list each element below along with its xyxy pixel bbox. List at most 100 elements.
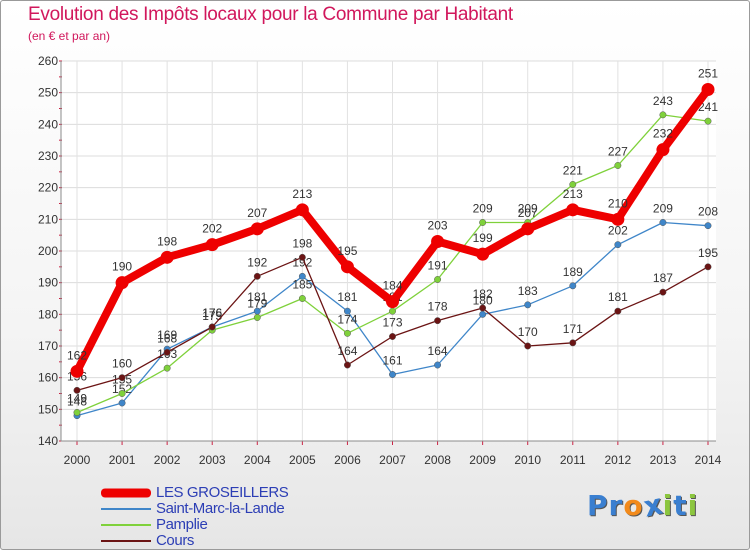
data-label-saint-marc-la-lande: 181 xyxy=(337,290,357,304)
data-point-cours xyxy=(659,288,667,296)
data-label-les-groseillers: 202 xyxy=(202,222,222,236)
data-label-cours: 176 xyxy=(202,306,222,320)
x-tick-label: 2012 xyxy=(605,453,632,467)
data-point-pamplie xyxy=(569,181,577,188)
data-label-saint-marc-la-lande: 161 xyxy=(382,354,402,368)
data-label-cours: 173 xyxy=(382,316,402,330)
y-tick-label: 230 xyxy=(38,149,58,163)
data-label-les-groseillers: 207 xyxy=(247,206,267,220)
data-label-les-groseillers: 232 xyxy=(653,127,673,141)
data-point-saint-marc-la-lande xyxy=(659,219,667,226)
data-label-les-groseillers: 199 xyxy=(473,231,493,245)
y-tick-label: 140 xyxy=(38,434,58,448)
data-label-cours: 192 xyxy=(247,255,267,269)
data-label-les-groseillers: 162 xyxy=(67,348,87,362)
data-label-pamplie: 221 xyxy=(563,164,583,178)
data-point-cours xyxy=(73,386,81,394)
data-label-cours: 187 xyxy=(653,271,673,285)
data-label-pamplie: 227 xyxy=(608,145,628,159)
data-point-les-groseillers xyxy=(115,276,129,290)
data-label-les-groseillers: 203 xyxy=(428,219,448,233)
y-tick-label: 210 xyxy=(38,212,58,226)
x-tick-label: 2014 xyxy=(695,453,722,467)
data-point-saint-marc-la-lande xyxy=(118,399,126,407)
chart-title: Evolution des Impôts locaux pour la Comm… xyxy=(28,4,513,25)
data-label-les-groseillers: 251 xyxy=(698,67,718,81)
chart-legend: LES GROSEILLERS Saint-Marc-la-Lande Pampli… xyxy=(101,484,289,549)
y-tick-label: 190 xyxy=(38,276,58,290)
data-label-les-groseillers: 213 xyxy=(563,187,583,201)
data-point-saint-marc-la-lande xyxy=(614,241,622,249)
data-point-cours xyxy=(208,323,216,331)
data-label-les-groseillers: 207 xyxy=(518,206,538,220)
data-point-les-groseillers xyxy=(521,222,535,236)
data-label-saint-marc-la-lande: 148 xyxy=(67,395,87,409)
y-tick-label: 170 xyxy=(38,339,58,353)
data-point-pamplie xyxy=(253,314,261,321)
proxiti-logo: Proxiti xyxy=(587,487,698,523)
data-label-les-groseillers: 184 xyxy=(382,279,402,293)
data-label-saint-marc-la-lande: 181 xyxy=(247,290,267,304)
data-point-pamplie xyxy=(343,329,351,337)
data-point-saint-marc-la-lande xyxy=(479,310,487,318)
data-label-saint-marc-la-lande: 180 xyxy=(473,293,493,307)
data-point-pamplie xyxy=(389,307,396,315)
data-point-les-groseillers xyxy=(340,260,354,274)
y-tick-label: 250 xyxy=(38,86,58,100)
data-point-saint-marc-la-lande xyxy=(389,371,396,378)
data-label-cours: 170 xyxy=(518,325,538,339)
x-tick-label: 2000 xyxy=(64,453,91,467)
legend-item-pamplie: Pamplie xyxy=(101,517,288,533)
data-label-cours: 182 xyxy=(473,287,493,301)
data-label-saint-marc-la-lande: 209 xyxy=(653,202,673,216)
legend-label: LES GROSEILLERS xyxy=(156,484,289,501)
data-point-saint-marc-la-lande xyxy=(704,222,712,230)
legend-label: Pamplie xyxy=(156,516,208,533)
data-label-saint-marc-la-lande: 183 xyxy=(518,284,538,298)
data-point-cours xyxy=(118,374,126,382)
data-point-saint-marc-la-lande xyxy=(524,301,532,309)
data-label-pamplie: 185 xyxy=(292,278,312,292)
data-point-saint-marc-la-lande xyxy=(343,307,351,315)
legend-item-les-groseillers: LES GROSEILLERS xyxy=(101,484,289,501)
y-tick-label: 150 xyxy=(38,402,58,416)
data-point-pamplie xyxy=(73,409,81,416)
legend-item-saint-marc-la-lande: Saint-Marc-la-Lande xyxy=(101,501,288,517)
x-tick-label: 2002 xyxy=(154,453,181,467)
data-point-saint-marc-la-lande xyxy=(298,272,306,280)
data-label-les-groseillers: 210 xyxy=(608,196,628,210)
logo-letter: r xyxy=(608,489,624,522)
data-point-saint-marc-la-lande xyxy=(569,282,577,290)
x-tick-label: 2001 xyxy=(109,453,136,467)
data-point-saint-marc-la-lande xyxy=(434,361,442,369)
data-label-pamplie: 241 xyxy=(698,100,718,114)
data-point-les-groseillers xyxy=(205,238,219,252)
data-point-cours xyxy=(614,307,622,315)
data-label-saint-marc-la-lande: 164 xyxy=(428,344,448,358)
data-point-pamplie xyxy=(659,111,667,119)
data-label-les-groseillers: 213 xyxy=(292,187,312,201)
data-point-pamplie xyxy=(434,276,442,283)
data-label-cours: 178 xyxy=(428,300,448,314)
logo-letter: t xyxy=(673,489,688,522)
data-label-pamplie: 209 xyxy=(518,202,538,216)
chart-subtitle: (en € et par an) xyxy=(28,29,111,43)
data-point-les-groseillers xyxy=(386,295,399,309)
legend-item-cours: Cours xyxy=(101,533,288,549)
data-label-saint-marc-la-lande: 176 xyxy=(202,306,222,320)
data-point-cours xyxy=(298,253,306,261)
logo-letter: P xyxy=(587,489,609,522)
data-label-les-groseillers: 195 xyxy=(337,244,357,258)
x-tick-label: 2009 xyxy=(469,453,496,467)
data-label-cours: 198 xyxy=(292,236,312,250)
data-point-pamplie xyxy=(479,219,487,226)
data-label-pamplie: 209 xyxy=(473,202,493,216)
logo-letter: i xyxy=(662,489,674,522)
y-tick-label: 160 xyxy=(38,371,58,385)
data-point-cours xyxy=(434,317,442,325)
x-tick-label: 2004 xyxy=(244,453,271,467)
data-point-les-groseillers xyxy=(701,83,715,96)
data-point-cours xyxy=(479,304,487,312)
